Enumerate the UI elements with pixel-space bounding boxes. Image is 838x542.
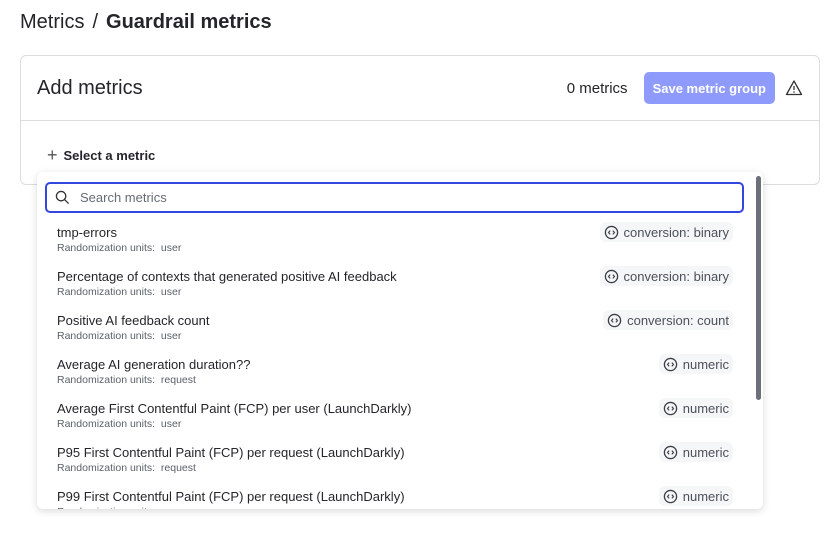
units-label: Randomization units: xyxy=(57,330,156,342)
metric-list: tmp-errors Randomization units: user con… xyxy=(37,220,747,509)
scrollbar[interactable] xyxy=(756,176,761,400)
randomization-units: Randomization units: user xyxy=(57,418,181,430)
metric-name: Percentage of contexts that generated po… xyxy=(57,269,397,284)
metric-type: numeric xyxy=(682,400,729,416)
metric-type-badge: numeric xyxy=(658,354,733,374)
metric-name: P99 First Contentful Paint (FCP) per req… xyxy=(57,489,405,504)
search-icon xyxy=(55,190,70,205)
metric-type-badge: conversion: binary xyxy=(599,266,733,286)
units-value: user xyxy=(160,418,182,430)
code-circle-icon xyxy=(604,225,618,239)
units-label: Randomization units: xyxy=(57,242,156,254)
breadcrumb-separator: / xyxy=(92,11,99,33)
card-header: Add metrics 0 metrics Save metric group xyxy=(21,56,819,121)
search-field[interactable] xyxy=(45,182,744,213)
randomization-units: Randomization units: request xyxy=(57,374,196,386)
metric-type: numeric xyxy=(682,356,729,372)
breadcrumb: Metrics / Guardrail metrics xyxy=(20,11,272,34)
metric-type: numeric xyxy=(682,444,729,460)
save-metric-group-button[interactable]: Save metric group xyxy=(643,72,775,104)
metric-dropdown: tmp-errors Randomization units: user con… xyxy=(37,172,763,509)
metric-option[interactable]: tmp-errors Randomization units: user con… xyxy=(37,220,747,264)
code-circle-icon xyxy=(604,269,618,283)
metric-type: conversion: binary xyxy=(623,224,730,240)
randomization-units: Randomization units: user xyxy=(57,242,181,254)
metric-option[interactable]: P99 First Contentful Paint (FCP) per req… xyxy=(37,484,747,509)
metric-name: P95 First Contentful Paint (FCP) per req… xyxy=(57,445,405,460)
metric-type: conversion: binary xyxy=(623,268,730,284)
randomization-units: Randomization units: user xyxy=(57,330,181,342)
units-value: request xyxy=(160,374,196,386)
select-metric-label: Select a metric xyxy=(63,148,156,163)
metric-type-badge: numeric xyxy=(658,442,733,462)
metric-type-badge: conversion: count xyxy=(603,310,733,330)
card-title: Add metrics xyxy=(37,76,143,99)
metric-option[interactable]: Average First Contentful Paint (FCP) per… xyxy=(37,396,747,440)
units-value: user xyxy=(160,286,182,298)
randomization-units: Randomization units: request xyxy=(57,462,196,474)
code-circle-icon xyxy=(663,357,677,371)
code-circle-icon xyxy=(663,445,677,459)
units-label: Randomization units: xyxy=(57,374,156,386)
metric-type-badge: conversion: binary xyxy=(599,222,733,242)
metric-name: tmp-errors xyxy=(57,225,117,240)
metric-name: Positive AI feedback count xyxy=(57,313,210,328)
breadcrumb-metrics-link[interactable]: Metrics xyxy=(20,11,85,33)
metric-type-badge: numeric xyxy=(658,486,733,506)
code-circle-icon xyxy=(607,313,622,327)
metric-count: 0 metrics xyxy=(566,79,628,97)
units-label: Randomization units: xyxy=(57,506,155,509)
units-label: Randomization units: xyxy=(57,462,156,474)
plus-icon: + xyxy=(47,145,58,165)
metric-type-badge: numeric xyxy=(658,398,733,418)
warning-icon[interactable] xyxy=(785,79,803,97)
units-value: user xyxy=(160,242,182,254)
metric-name: Average AI generation duration?? xyxy=(57,357,251,372)
metric-option[interactable]: Percentage of contexts that generated po… xyxy=(37,264,747,308)
units-value: request xyxy=(160,462,196,474)
units-value: user xyxy=(160,330,182,342)
page-title: Guardrail metrics xyxy=(106,11,272,33)
metric-option[interactable]: Positive AI feedback count Randomization… xyxy=(37,308,747,352)
units-label: Randomization units: xyxy=(57,286,156,298)
code-circle-icon xyxy=(663,401,677,415)
metric-type: conversion: count xyxy=(627,312,729,328)
randomization-units: Randomization units: user xyxy=(57,286,181,298)
metric-name: Average First Contentful Paint (FCP) per… xyxy=(57,401,412,416)
metric-option[interactable]: P95 First Contentful Paint (FCP) per req… xyxy=(37,440,747,484)
metric-option[interactable]: Average AI generation duration?? Randomi… xyxy=(37,352,747,396)
code-circle-icon xyxy=(663,489,677,503)
select-metric-button[interactable]: + Select a metric xyxy=(47,145,155,166)
randomization-units: Randomization units: xyxy=(57,506,158,509)
add-metrics-card: Add metrics 0 metrics Save metric group … xyxy=(20,55,820,185)
units-label: Randomization units: xyxy=(57,418,156,430)
metric-type: numeric xyxy=(682,488,729,504)
search-input[interactable] xyxy=(78,189,678,206)
